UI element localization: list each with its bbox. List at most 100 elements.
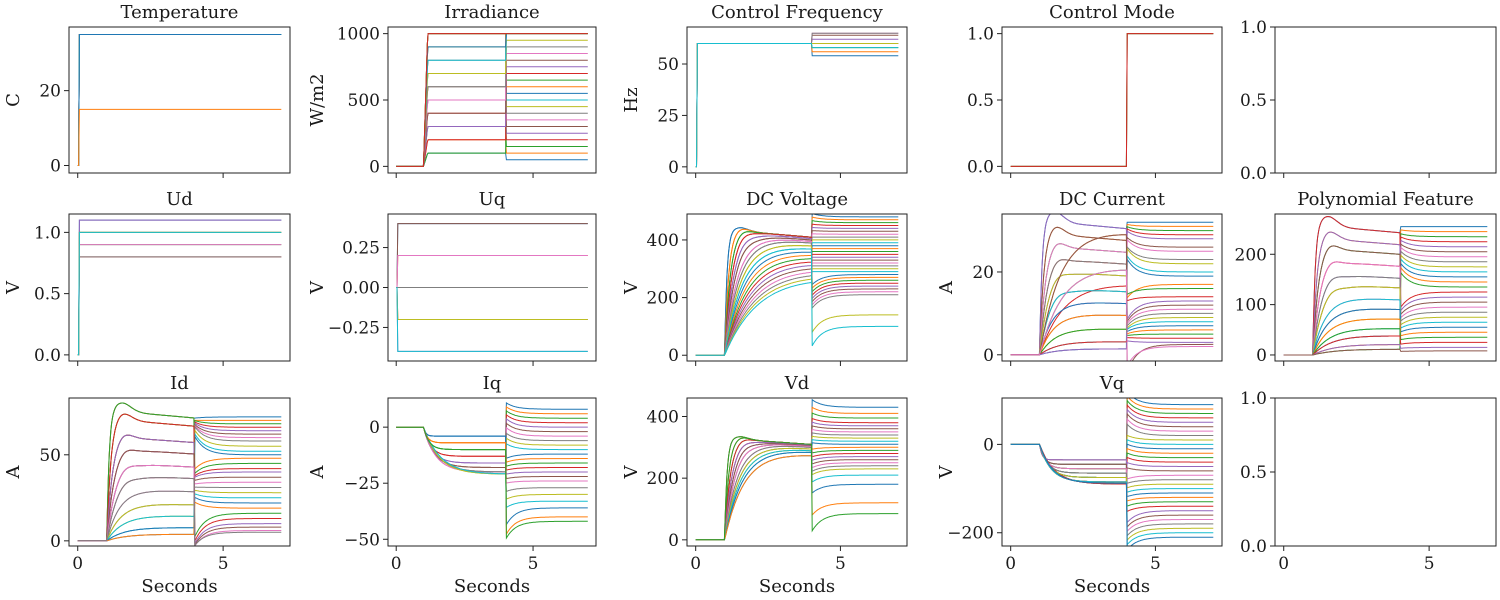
series-line	[77, 231, 282, 356]
series-line	[695, 271, 899, 356]
x-tick-label: 5	[218, 554, 229, 574]
subplot-title: Uq	[479, 189, 506, 210]
series-group	[77, 219, 282, 356]
y-tick-label: 0	[983, 346, 994, 366]
series-line	[396, 287, 588, 320]
subplot-title: Irradiance	[444, 2, 539, 23]
series-line	[77, 231, 282, 356]
series-line	[695, 43, 899, 168]
y-tick-label: 400	[647, 408, 679, 428]
series-line	[1010, 407, 1214, 478]
subplot-15: 0.0 0.5 1.0 0 5	[1240, 389, 1497, 574]
series-line	[1010, 443, 1214, 529]
series-line	[77, 108, 282, 166]
series-line	[1283, 318, 1488, 356]
series-line	[695, 442, 899, 541]
y-tick-label: 0	[50, 532, 61, 552]
subplot-12: −50 −25 0 0 5 Iq A Seconds	[307, 373, 597, 597]
series-line	[1010, 259, 1214, 356]
x-tick-label: 0	[1005, 554, 1016, 574]
series-line	[396, 39, 588, 167]
y-tick-label: 20	[39, 82, 61, 102]
series-group	[396, 33, 588, 167]
series-line	[77, 256, 282, 356]
axes-frame	[1274, 397, 1497, 547]
series-line	[1283, 335, 1488, 356]
series-line	[77, 34, 282, 166]
series-line	[1010, 398, 1214, 465]
y-tick-label: −0.25	[328, 318, 380, 338]
subplot-title: Vd	[784, 373, 810, 394]
series-line	[695, 443, 899, 541]
y-axis-label: V	[621, 465, 642, 480]
y-axis-label: Hz	[621, 87, 642, 112]
y-tick-label: 0.25	[342, 239, 380, 259]
series-line	[1283, 286, 1488, 356]
y-tick-label: 1.0	[1240, 18, 1267, 38]
series-line	[77, 413, 282, 542]
y-tick-label: 100	[1235, 296, 1267, 316]
series-line	[77, 34, 282, 166]
subplot-11: 0 50 0 5 Id A Seconds	[3, 373, 291, 597]
series-line	[695, 447, 899, 541]
x-tick-label: 0	[1278, 554, 1289, 574]
subplot-8: 0 200 400 DC Voltage V	[621, 189, 908, 366]
subplot-5: 0.0 0.5 1.0	[1240, 18, 1497, 184]
y-tick-label: 1000	[337, 25, 380, 45]
subplot-10: 0 100 200 Polynomial Feature	[1235, 189, 1497, 366]
series-line	[695, 451, 899, 541]
series-line	[396, 46, 588, 167]
x-tick-label: 0	[690, 554, 701, 574]
series-line	[1283, 344, 1488, 356]
series-line	[1010, 403, 1214, 474]
series-line	[77, 244, 282, 356]
series-line	[77, 486, 282, 542]
y-tick-label: 0.5	[1240, 463, 1267, 483]
series-line	[695, 43, 899, 168]
y-tick-label: −50	[344, 530, 380, 550]
y-tick-label: 0	[983, 435, 994, 455]
series-line	[695, 455, 899, 541]
y-tick-label: 0.5	[967, 91, 994, 111]
series-line	[396, 426, 588, 475]
series-group	[695, 32, 899, 168]
subplot-2: 0 500 1000 Irradiance W/m2	[307, 2, 597, 178]
series-line	[396, 223, 588, 288]
series-line	[396, 66, 588, 167]
subplot-6: 0.0 0.5 1.0 Ud V	[3, 189, 291, 366]
series-line	[1283, 261, 1488, 356]
y-tick-label: 20	[972, 263, 994, 283]
subplot-title: Control Frequency	[711, 2, 884, 23]
series-line	[396, 426, 588, 536]
subplot-1: 0 20 Temperature C	[3, 2, 291, 178]
series-line	[1010, 234, 1214, 361]
y-tick-label: 25	[657, 106, 679, 126]
series-line	[695, 233, 899, 356]
series-line	[695, 43, 899, 168]
series-group	[396, 223, 588, 352]
subplot-13: 0 200 400 0 5 Vd V Seconds	[621, 373, 908, 597]
y-tick-label: 200	[1235, 245, 1267, 265]
y-tick-label: 0.5	[34, 285, 61, 305]
series-line	[1283, 245, 1488, 356]
y-axis-label: A	[936, 280, 957, 295]
series-line	[396, 405, 588, 444]
series-line	[695, 43, 899, 168]
x-axis-label: Seconds	[141, 576, 217, 597]
y-tick-label: 0	[369, 418, 380, 438]
series-group	[1283, 215, 1488, 356]
subplot-14: −200 0 0 5 Vq V Seconds	[936, 373, 1223, 597]
y-tick-label: 0	[668, 531, 679, 551]
series-line	[77, 34, 282, 166]
y-tick-label: 50	[657, 55, 679, 75]
subplot-title: Iq	[483, 373, 502, 394]
series-line	[77, 231, 282, 356]
series-line	[695, 239, 899, 356]
series-line	[695, 43, 899, 168]
axes-frame	[686, 213, 908, 362]
axes-frame	[1274, 213, 1497, 362]
series-line	[1283, 348, 1488, 356]
series-line	[1283, 328, 1488, 356]
series-line	[695, 43, 899, 168]
